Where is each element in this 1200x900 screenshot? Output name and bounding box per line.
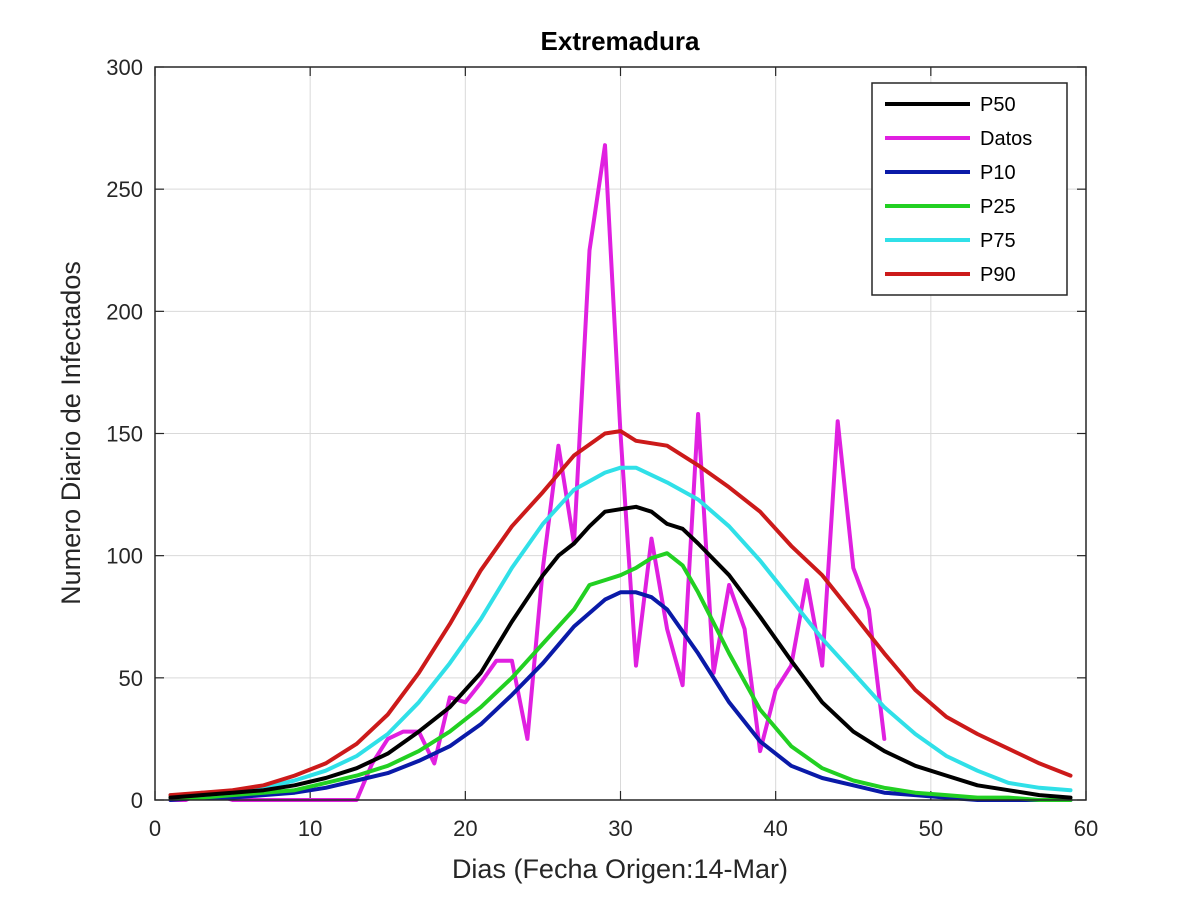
x-tick-label: 40 (763, 816, 787, 841)
x-tick-label: 50 (919, 816, 943, 841)
x-tick-label: 20 (453, 816, 477, 841)
x-tick-label: 10 (298, 816, 322, 841)
series-line-p10 (168, 590, 1073, 802)
series-line-p25 (168, 551, 1073, 802)
y-axis-label: Numero Diario de Infectados (56, 261, 86, 605)
x-tick-labels: 0 10 20 30 40 50 60 (149, 816, 1098, 841)
x-axis-label: Dias (Fecha Origen:14-Mar) (452, 854, 788, 884)
y-tick-label: 0 (131, 788, 143, 813)
x-tick-label: 30 (608, 816, 632, 841)
y-tick-label: 100 (106, 544, 143, 569)
chart-title: Extremadura (541, 26, 700, 56)
x-tick-label: 0 (149, 816, 161, 841)
series-line-p50 (168, 504, 1073, 800)
legend-label-p50: P50 (980, 94, 1016, 116)
legend-label-datos: Datos (980, 128, 1032, 150)
legend-label-p25: P25 (980, 196, 1016, 218)
y-tick-label: 150 (106, 422, 143, 447)
y-tick-label: 300 (106, 55, 143, 80)
y-tick-label: 200 (106, 299, 143, 324)
legend-box (871, 82, 1068, 296)
legend-label-p90: P90 (980, 264, 1016, 286)
y-tick-labels: 0 50 100 150 200 250 300 (106, 55, 143, 813)
plot-frame (154, 66, 1087, 801)
x-tick-label: 60 (1074, 816, 1098, 841)
legend-label-p75: P75 (980, 230, 1016, 252)
y-tick-label: 250 (106, 177, 143, 202)
series-line-p90 (168, 429, 1073, 798)
series-line-p75 (168, 465, 1073, 798)
y-tick-label: 50 (119, 666, 143, 691)
legend-label-p10: P10 (980, 162, 1016, 184)
legend: P50 Datos P10 P25 P75 P90 (871, 82, 1068, 296)
